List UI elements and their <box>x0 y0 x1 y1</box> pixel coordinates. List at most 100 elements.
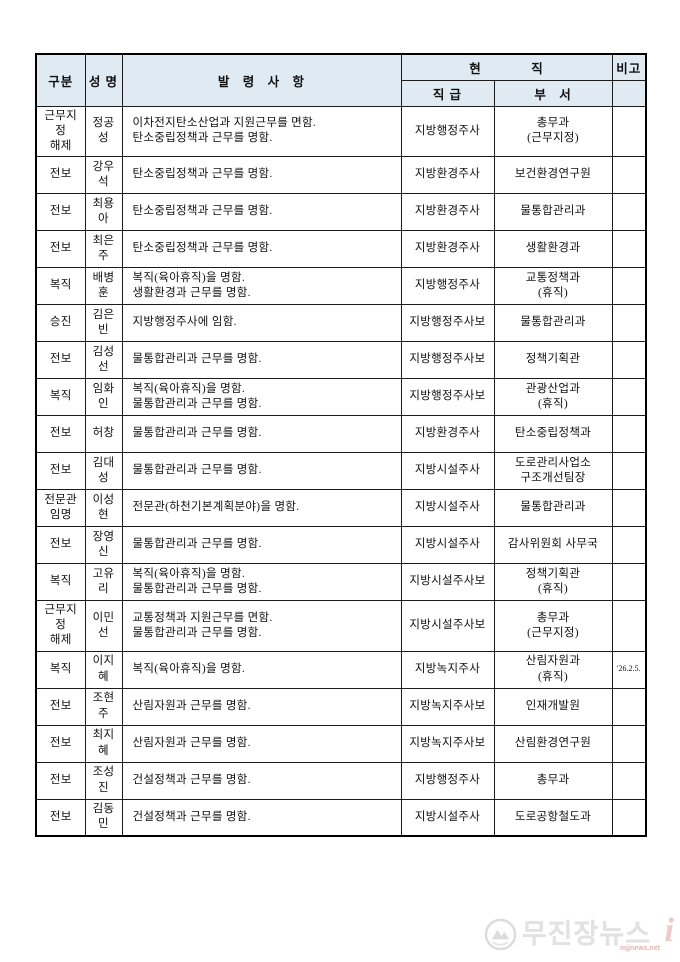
cell-note <box>611 687 647 726</box>
cell-note <box>611 452 647 491</box>
watermark-url: mjjnews.net <box>619 945 660 952</box>
cell-category: 전보 <box>35 724 86 763</box>
cell-note <box>611 415 647 454</box>
header-rank: 직 급 <box>400 79 495 107</box>
news-watermark: 무진장뉴스 mjjnews.net i <box>484 914 674 954</box>
header-row-top: 구분 성 명 발 령 사 항 현 직 비고 <box>35 53 647 107</box>
cell-category: 전보 <box>35 193 86 232</box>
cell-details: 복직(육아휴직)을 명함. 물통합관리과 근무를 명함. <box>121 563 402 602</box>
table-row: 전보 장영신 물통합관리과 근무를 명함. 지방시설주사 감사위원회 사무국 <box>35 526 647 565</box>
header-current-position: 현 직 <box>400 53 613 81</box>
cell-name: 김대성 <box>84 452 123 491</box>
cell-details: 산림자원과 근무를 명함. <box>121 687 402 726</box>
cell-note <box>611 105 647 158</box>
cell-name: 정공성 <box>84 105 123 158</box>
header-name: 성 명 <box>84 53 123 107</box>
header-dept: 부 서 <box>493 79 613 107</box>
cell-category: 전보 <box>35 761 86 800</box>
cell-dept: 생활환경과 <box>493 230 613 269</box>
cell-details: 복직(육아휴직)을 명함. <box>121 650 402 689</box>
cell-name: 허창 <box>84 415 123 454</box>
cell-category: 복직 <box>35 378 86 417</box>
cell-dept: 보건환경연구원 <box>493 156 613 195</box>
table-row: 복직 이지혜 복직(육아휴직)을 명함. 지방녹지주사 산림자원과 (휴직) '… <box>35 650 647 689</box>
cell-category: 전보 <box>35 526 86 565</box>
cell-category: 전보 <box>35 341 86 380</box>
cell-rank: 지방시설주사 <box>400 526 495 565</box>
cell-name: 김동민 <box>84 798 123 837</box>
cell-dept: 도로관리사업소 구조개선팀장 <box>493 452 613 491</box>
cell-rank: 지방시설주사 <box>400 452 495 491</box>
cell-category: 전보 <box>35 415 86 454</box>
cell-details: 복직(육아휴직)을 명함. 생활환경과 근무를 명함. <box>121 267 402 306</box>
cell-dept: 탄소중립정책과 <box>493 415 613 454</box>
cell-dept: 산림자원과 (휴직) <box>493 650 613 689</box>
cell-details: 탄소중립정책과 근무를 명함. <box>121 156 402 195</box>
cell-details: 건설정책과 근무를 명함. <box>121 798 402 837</box>
cell-category: 근무지정 해제 <box>35 600 86 652</box>
cell-note <box>611 230 647 269</box>
cell-details: 탄소중립정책과 근무를 명함. <box>121 193 402 232</box>
cell-dept: 정책기획관 <box>493 341 613 380</box>
cell-category: 복직 <box>35 267 86 306</box>
cell-note: '26.2.5. <box>611 650 647 689</box>
table-row: 전보 최은주 탄소중립정책과 근무를 명함. 지방환경주사 생활환경과 <box>35 230 647 269</box>
cell-name: 장영신 <box>84 526 123 565</box>
cell-rank: 지방시설주사 <box>400 798 495 837</box>
cell-category: 전보 <box>35 452 86 491</box>
cell-rank: 지방환경주사 <box>400 156 495 195</box>
cell-details: 전문관(하천기본계획분야)을 명함. <box>121 489 402 528</box>
cell-details: 지방행정주사에 임함. <box>121 304 402 343</box>
table-row: 전보 조현주 산림자원과 근무를 명함. 지방녹지주사보 인재개발원 <box>35 687 647 726</box>
cell-name: 김은빈 <box>84 304 123 343</box>
cell-rank: 지방시설주사보 <box>400 600 495 652</box>
cell-dept: 물통합관리과 <box>493 193 613 232</box>
cell-rank: 지방녹지주사보 <box>400 687 495 726</box>
cell-details: 복직(육아휴직)을 명함. 물통합관리과 근무를 명함. <box>121 378 402 417</box>
cell-category: 전보 <box>35 156 86 195</box>
table-row: 전보 조성진 건설정책과 근무를 명함. 지방행정주사 총무과 <box>35 761 647 800</box>
cell-name: 조현주 <box>84 687 123 726</box>
table-row: 전보 강우석 탄소중립정책과 근무를 명함. 지방환경주사 보건환경연구원 <box>35 156 647 195</box>
table-row: 복직 고유리 복직(육아휴직)을 명함. 물통합관리과 근무를 명함. 지방시설… <box>35 563 647 602</box>
cell-dept: 총무과 (근무지정) <box>493 105 613 158</box>
header-note: 비고 <box>611 53 647 81</box>
cell-details: 물통합관리과 근무를 명함. <box>121 341 402 380</box>
cell-name: 강우석 <box>84 156 123 195</box>
cell-category: 복직 <box>35 563 86 602</box>
table-row: 근무지정 해제 정공성 이차전지탄소산업과 지원근무를 면함. 탄소중립정책과 … <box>35 105 647 158</box>
cell-rank: 지방행정주사보 <box>400 341 495 380</box>
cell-note <box>611 341 647 380</box>
cell-rank: 지방행정주사 <box>400 267 495 306</box>
table-row: 근무지정 해제 이민선 교통정책과 지원근무를 면함. 물통합관리과 근무를 명… <box>35 600 647 652</box>
cell-dept: 총무과 <box>493 761 613 800</box>
cell-note <box>611 193 647 232</box>
cell-note <box>611 267 647 306</box>
cell-rank: 지방시설주사 <box>400 489 495 528</box>
cell-details: 물통합관리과 근무를 명함. <box>121 415 402 454</box>
mountain-logo-icon <box>484 918 517 950</box>
watermark-tail: mjjnews.net i <box>620 914 674 954</box>
cell-note <box>611 600 647 652</box>
cell-details: 교통정책과 지원근무를 면함. 물통합관리과 근무를 명함. <box>121 600 402 652</box>
cell-details: 산림자원과 근무를 명함. <box>121 724 402 763</box>
cell-category: 전보 <box>35 230 86 269</box>
cell-dept: 교통정책과 (휴직) <box>493 267 613 306</box>
cell-note <box>611 156 647 195</box>
table-row: 전보 허창 물통합관리과 근무를 명함. 지방환경주사 탄소중립정책과 <box>35 415 647 454</box>
table-body: 근무지정 해제 정공성 이차전지탄소산업과 지원근무를 면함. 탄소중립정책과 … <box>35 105 647 837</box>
table-row: 전문관 임명 이성현 전문관(하천기본계획분야)을 명함. 지방시설주사 물통합… <box>35 489 647 528</box>
table-row: 복직 임화인 복직(육아휴직)을 명함. 물통합관리과 근무를 명함. 지방행정… <box>35 378 647 417</box>
cell-dept: 도로공항철도과 <box>493 798 613 837</box>
cell-details: 물통합관리과 근무를 명함. <box>121 526 402 565</box>
cell-rank: 지방녹지주사 <box>400 650 495 689</box>
cell-rank: 지방행정주사 <box>400 761 495 800</box>
cell-rank: 지방행정주사보 <box>400 378 495 417</box>
cell-name: 이민선 <box>84 600 123 652</box>
header-row-sub: 직 급 부 서 <box>36 79 647 107</box>
cell-name: 최은주 <box>84 230 123 269</box>
cell-note <box>611 526 647 565</box>
table-row: 전보 최용아 탄소중립정책과 근무를 명함. 지방환경주사 물통합관리과 <box>35 193 647 232</box>
cell-rank: 지방환경주사 <box>400 415 495 454</box>
cell-dept: 감사위원회 사무국 <box>493 526 613 565</box>
